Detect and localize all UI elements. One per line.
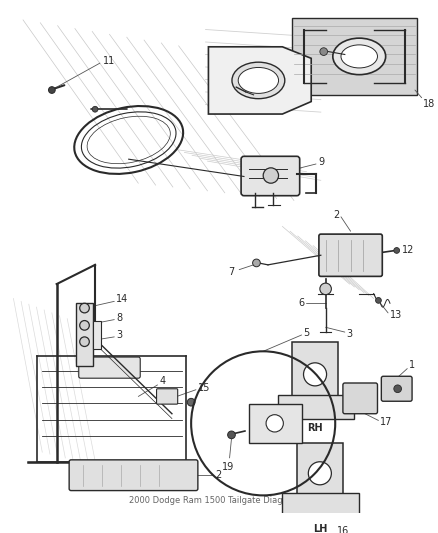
- Text: 5: 5: [304, 328, 310, 338]
- Circle shape: [80, 320, 89, 330]
- Circle shape: [266, 415, 283, 432]
- FancyBboxPatch shape: [292, 18, 417, 95]
- FancyBboxPatch shape: [283, 492, 359, 516]
- Text: 2: 2: [333, 210, 339, 220]
- Text: 8: 8: [116, 313, 122, 322]
- Ellipse shape: [341, 45, 378, 68]
- Text: 17: 17: [380, 417, 393, 427]
- FancyBboxPatch shape: [319, 234, 382, 277]
- Text: 2: 2: [215, 470, 221, 480]
- Text: 16: 16: [337, 526, 350, 533]
- FancyBboxPatch shape: [79, 357, 140, 378]
- FancyBboxPatch shape: [278, 394, 354, 418]
- FancyBboxPatch shape: [297, 442, 343, 505]
- Circle shape: [187, 398, 195, 406]
- Text: 3: 3: [116, 330, 122, 340]
- Ellipse shape: [333, 38, 385, 75]
- FancyBboxPatch shape: [292, 342, 338, 407]
- Circle shape: [80, 337, 89, 346]
- Text: 13: 13: [390, 310, 402, 320]
- Text: 4: 4: [159, 376, 166, 386]
- Text: 9: 9: [318, 157, 324, 167]
- Circle shape: [228, 431, 235, 439]
- Circle shape: [394, 247, 399, 253]
- FancyBboxPatch shape: [249, 404, 302, 442]
- Ellipse shape: [232, 62, 285, 99]
- Text: 15: 15: [198, 383, 210, 393]
- Text: 3: 3: [347, 329, 353, 339]
- FancyBboxPatch shape: [381, 376, 412, 401]
- FancyBboxPatch shape: [156, 389, 178, 404]
- FancyBboxPatch shape: [69, 460, 198, 490]
- Circle shape: [92, 107, 98, 112]
- Text: 18: 18: [423, 99, 435, 109]
- FancyBboxPatch shape: [93, 320, 101, 349]
- Polygon shape: [208, 47, 311, 114]
- FancyBboxPatch shape: [343, 383, 378, 414]
- Circle shape: [80, 303, 89, 313]
- Text: 11: 11: [103, 56, 115, 66]
- Circle shape: [49, 87, 55, 93]
- Text: 7: 7: [228, 266, 234, 277]
- Text: 19: 19: [222, 462, 234, 472]
- Circle shape: [320, 48, 328, 55]
- Circle shape: [308, 462, 332, 485]
- Ellipse shape: [238, 68, 279, 93]
- Circle shape: [375, 297, 381, 303]
- Circle shape: [263, 168, 279, 183]
- Circle shape: [253, 259, 260, 267]
- Circle shape: [304, 363, 327, 386]
- FancyBboxPatch shape: [241, 156, 300, 196]
- Text: LH: LH: [313, 524, 327, 533]
- Text: 6: 6: [298, 298, 304, 308]
- Circle shape: [320, 283, 332, 295]
- Text: 14: 14: [116, 294, 128, 304]
- FancyBboxPatch shape: [76, 303, 93, 366]
- Text: RH: RH: [307, 423, 323, 433]
- Circle shape: [394, 385, 402, 393]
- Text: 1: 1: [409, 360, 415, 370]
- Text: 7: 7: [352, 40, 358, 50]
- Text: 12: 12: [402, 245, 414, 255]
- Text: 2000 Dodge Ram 1500 Tailgate Diagram: 2000 Dodge Ram 1500 Tailgate Diagram: [129, 496, 300, 505]
